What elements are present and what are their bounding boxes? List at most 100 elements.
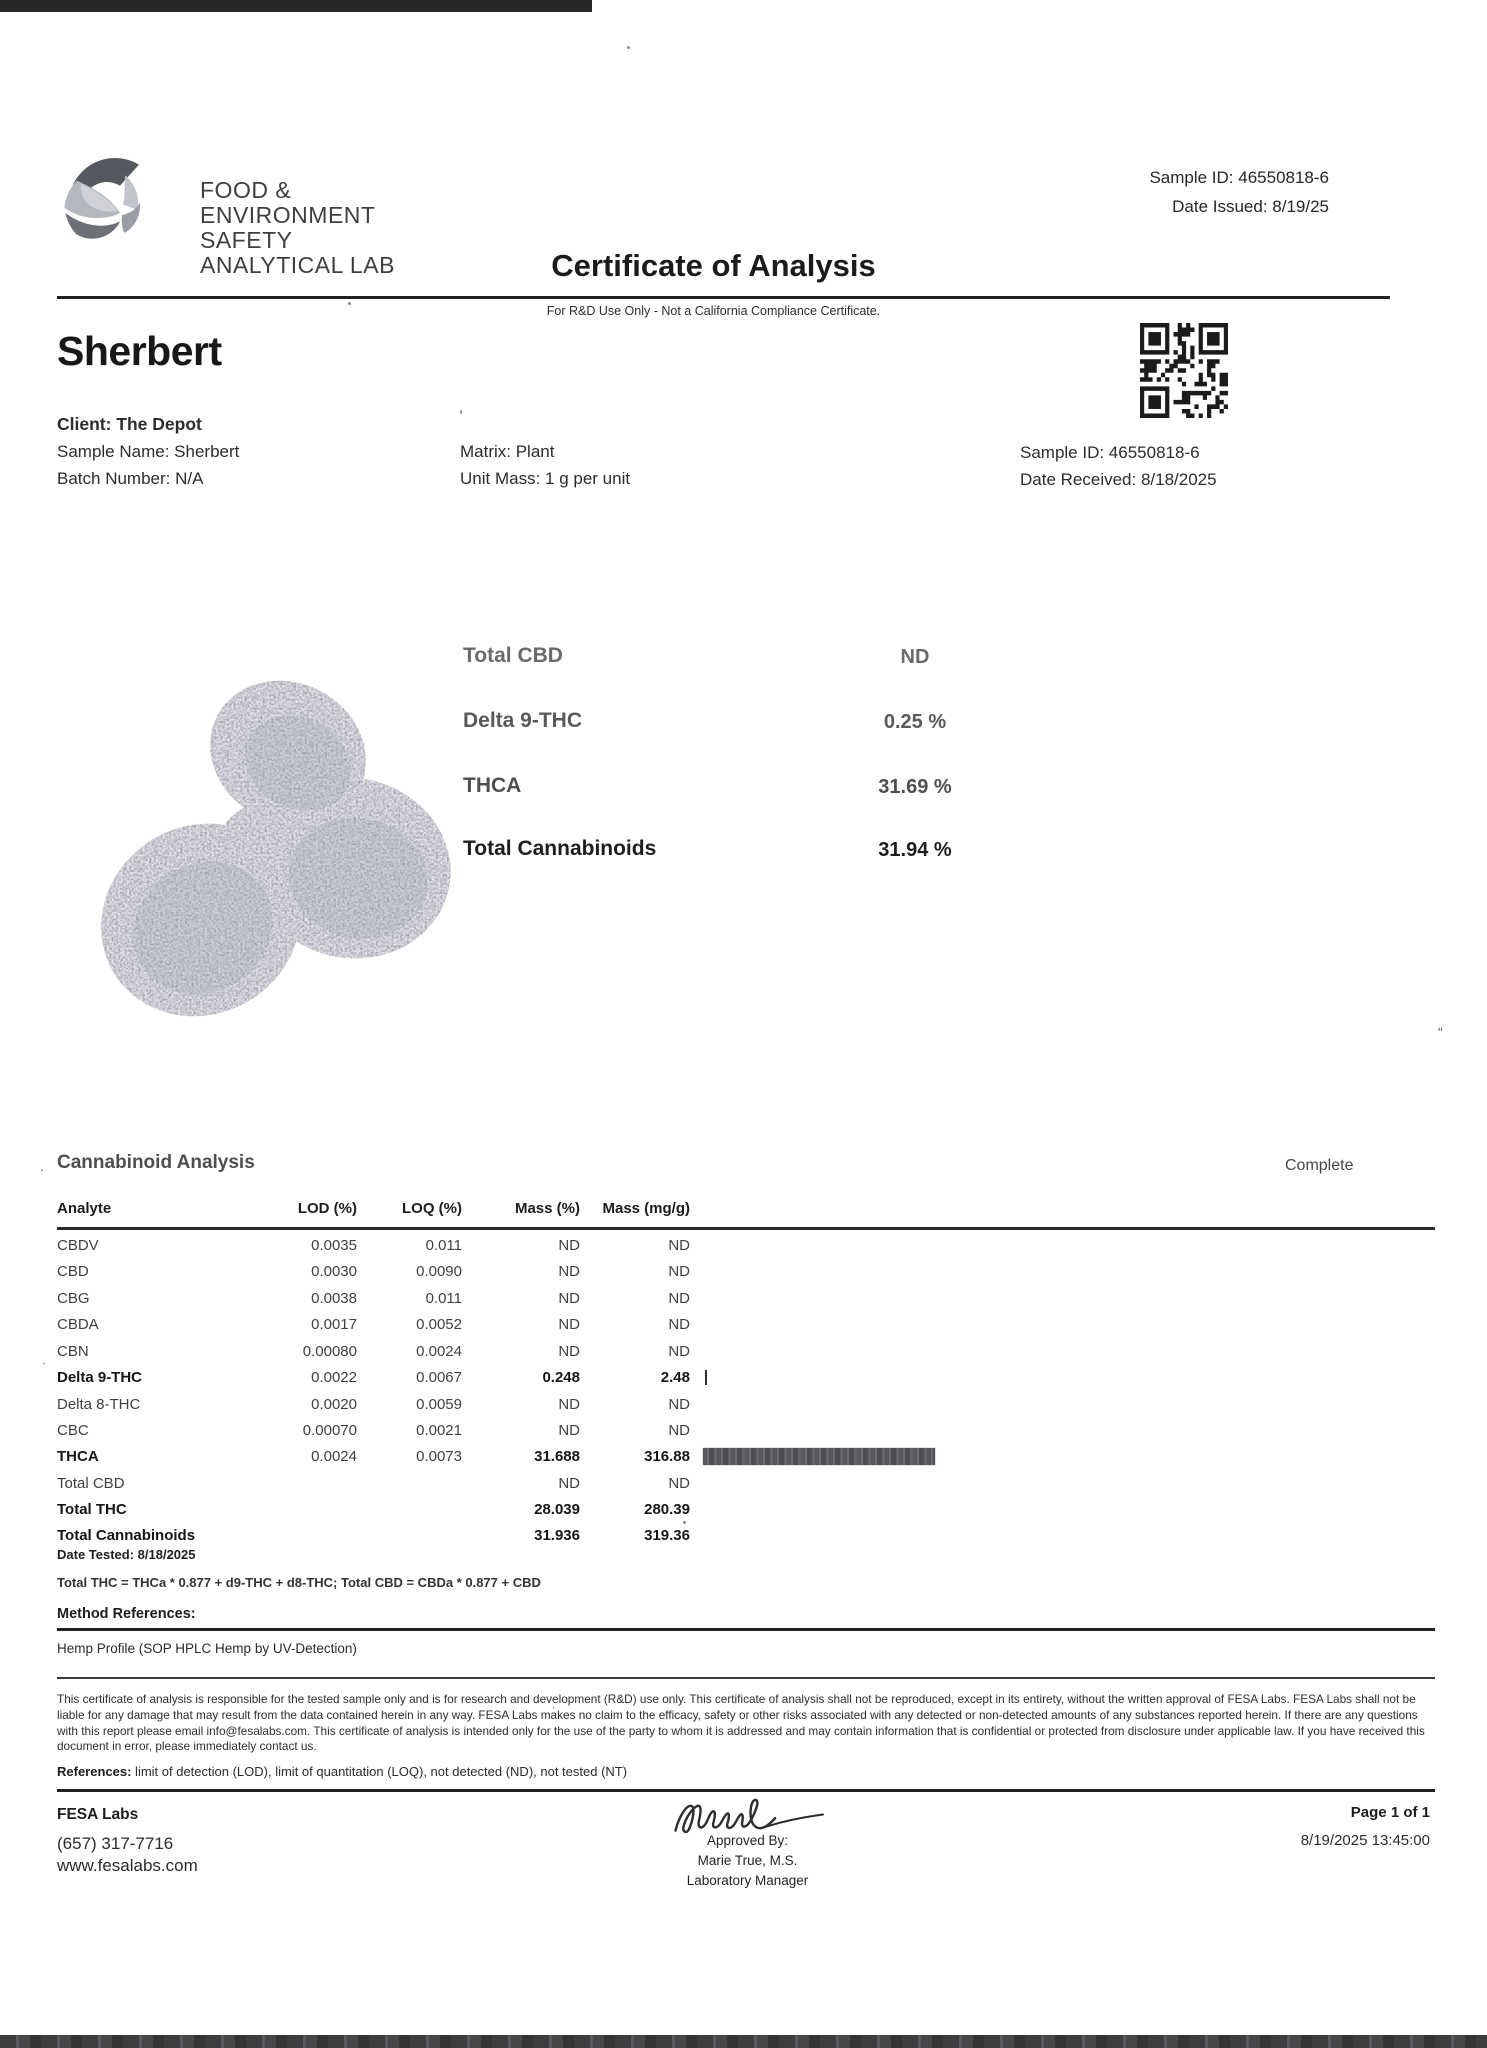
cell-mass: ND: [558, 1475, 580, 1492]
disclaimer-text: This certificate of analysis is responsi…: [57, 1692, 1425, 1754]
total-thc-formula: Total THC = THCa * 0.877 + d9-THC + d8-T…: [57, 1575, 541, 1590]
cell-analyte: CBD: [57, 1263, 89, 1280]
cell-lod: 0.00070: [302, 1422, 357, 1439]
sample-name-label: Sample Name: Sherbert: [57, 442, 240, 461]
col-analyte: Analyte: [57, 1200, 112, 1217]
cell-analyte: CBN: [57, 1343, 89, 1360]
page-subtitle: For R&D Use Only - Not a California Comp…: [546, 304, 881, 318]
cell-mgg: 2.48: [660, 1369, 690, 1386]
approved-by-label: Approved By:: [706, 1833, 789, 1848]
cell-mgg: ND: [668, 1475, 690, 1492]
cell-lod: 0.0024: [311, 1448, 357, 1465]
summary-rule: [0, 9, 592, 12]
section-rule: [57, 1677, 1435, 1679]
table-row: Total Cannabinoids 31.936 319.36: [57, 1527, 1435, 1544]
cell-mgg: ND: [668, 1422, 690, 1439]
cell-mgg: ND: [668, 1343, 690, 1360]
scan-speck: [460, 410, 462, 414]
cell-loq: 0.0052: [416, 1316, 462, 1333]
cell-lod: 0.0020: [311, 1396, 357, 1413]
sample-photo: [83, 668, 455, 1035]
scan-mark: “: [1438, 1024, 1443, 1040]
cell-mass: 28.039: [534, 1501, 580, 1518]
references-note-label: References:: [57, 1764, 132, 1779]
approver-title: Laboratory Manager: [686, 1873, 809, 1888]
header-sample-info: Sample ID: 46550818-6 Date Issued: 8/19/…: [1149, 163, 1329, 221]
cell-analyte: Total THC: [57, 1501, 127, 1518]
unit-mass-label: Unit Mass: 1 g per unit: [460, 469, 631, 488]
col-loq: LOQ (%): [402, 1200, 462, 1217]
approved-by-block: Approved By: Marie True, M.S. Laboratory…: [640, 1831, 855, 1891]
title-rule: [57, 296, 1390, 299]
footer-website: www.fesalabs.com: [57, 1856, 198, 1875]
summary-value: 31.69 %: [878, 776, 952, 798]
summary-label: Delta 9-THC: [463, 709, 583, 732]
cell-mgg: ND: [668, 1316, 690, 1333]
client-label: Client: The Depot: [57, 414, 202, 434]
cell-lod: [247, 1501, 357, 1518]
scan-speck: [683, 1521, 686, 1524]
cell-loq: 0.0021: [416, 1422, 462, 1439]
col-mass: Mass (%): [514, 1200, 580, 1217]
cell-loq: 0.0067: [416, 1369, 462, 1386]
summary-label: Total Cannabinoids: [463, 837, 657, 860]
table-row: CBC 0.00070 0.0021 ND ND: [57, 1422, 1435, 1439]
date-tested-label: Date Tested: 8/18/2025: [57, 1547, 196, 1562]
sample-name-heading: Sherbert: [57, 328, 222, 374]
batch-number-label: Batch Number: N/A: [57, 469, 204, 488]
table-row: Delta 8-THC 0.0020 0.0059 ND ND: [57, 1396, 1435, 1413]
cell-analyte: CBG: [57, 1290, 90, 1307]
method-references-heading: Method References:: [57, 1606, 196, 1622]
cell-mass: ND: [558, 1396, 580, 1413]
cell-loq: 0.0073: [416, 1448, 462, 1465]
cell-lod: 0.0038: [311, 1290, 357, 1307]
page-number: Page 1 of 1: [1350, 1804, 1430, 1821]
signature: [664, 1785, 836, 1846]
summary-value: ND: [900, 646, 930, 668]
footer-phone: (657) 317-7716: [57, 1834, 174, 1853]
cell-mgg: ND: [668, 1290, 690, 1307]
table-row: CBD 0.0030 0.0090 ND ND: [57, 1263, 1435, 1280]
col-mass-mgg: Mass (mg/g): [602, 1200, 690, 1217]
date-received-label: Date Received: 8/18/2025: [1020, 470, 1217, 489]
cell-mgg: ND: [668, 1263, 690, 1280]
summary-rule: [0, 6, 592, 9]
approver-name: Marie True, M.S.: [697, 1853, 798, 1868]
scan-edge-strip: [0, 2035, 1487, 2048]
scan-speck: [348, 302, 351, 305]
cell-lod: 0.00080: [302, 1343, 357, 1360]
summary-rule: [0, 0, 592, 3]
logo-wordmark: FOOD & ENVIRONMENT SAFETY ANALYTICAL LAB: [200, 178, 395, 278]
cell-analyte: Total CBD: [57, 1475, 125, 1492]
references-note: References: limit of detection (LOD), li…: [57, 1764, 627, 1779]
logo-line: FOOD &: [200, 177, 292, 203]
cell-analyte: Delta 9-THC: [57, 1369, 143, 1386]
footer-rule: [57, 1789, 1435, 1792]
table-row: Total CBD ND ND: [57, 1475, 1435, 1492]
cell-loq: [357, 1527, 462, 1544]
summary-value: 31.94 %: [878, 839, 952, 861]
thca-highlight-bar: [703, 1448, 935, 1465]
cell-analyte: THCA: [57, 1448, 99, 1465]
footer-timestamp: 8/19/2025 13:45:00: [1300, 1832, 1430, 1849]
logo-line: SAFETY: [200, 227, 293, 253]
cell-loq: 0.011: [425, 1290, 462, 1307]
table-row: CBDV 0.0035 0.011 ND ND: [57, 1237, 1435, 1254]
cell-loq: [357, 1475, 462, 1492]
cell-lod: 0.0022: [311, 1369, 357, 1386]
table-row: Delta 9-THC 0.0022 0.0067 0.248 2.48: [57, 1369, 1435, 1386]
table-row: CBDA 0.0017 0.0052 ND ND: [57, 1316, 1435, 1333]
sample-id-label: Sample ID: 46550818-6: [1020, 443, 1200, 462]
table-row: Total THC 28.039 280.39: [57, 1501, 1435, 1518]
cell-loq: 0.0059: [416, 1396, 462, 1413]
scan-mark: .: [40, 1158, 44, 1174]
logo-line: ENVIRONMENT: [200, 202, 376, 228]
summary-label: Total CBD: [463, 644, 563, 667]
cell-mass: 0.248: [542, 1369, 580, 1386]
cell-mass: ND: [558, 1316, 580, 1333]
method-reference-item: Hemp Profile (SOP HPLC Hemp by UV-Detect…: [57, 1641, 357, 1656]
summary-label: THCA: [463, 774, 522, 797]
col-lod: LOD (%): [297, 1200, 357, 1217]
cell-lod: [247, 1527, 357, 1544]
